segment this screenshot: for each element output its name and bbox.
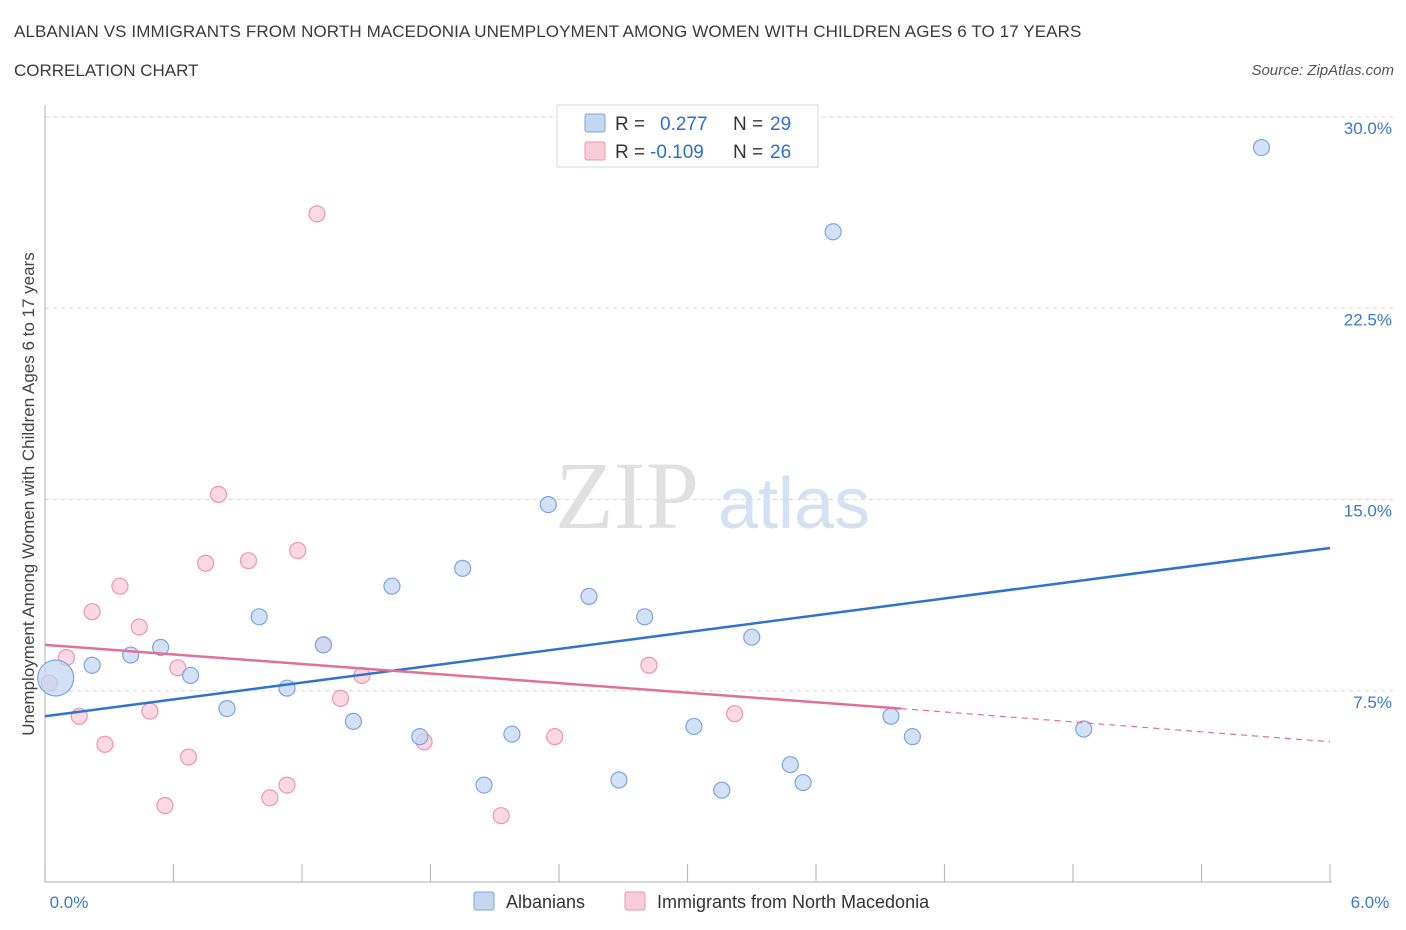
albanians-point [610,771,628,789]
immigrants-point [278,776,296,794]
legend-r-label-2: R = [615,142,645,163]
albanians-point [1252,139,1271,157]
y-tick-labels: 7.5% 15.0% 22.5% 30.0% [1344,119,1392,712]
correlation-legend: R = 0.277 N = 29 R = -0.109 N = 26 [556,104,819,168]
y-tick-label: 7.5% [1353,693,1392,712]
albanians-point [685,717,703,736]
albanians-point [781,756,799,774]
bottom-legend-swatch-albanians [473,891,495,911]
albanians-point [580,587,598,606]
bottom-legend-albanians: Albanians [506,892,585,912]
albanians-point [250,608,268,626]
x-tick-marks [44,864,1331,882]
albanians-point [37,659,75,697]
immigrants-trend-extension [900,708,1331,743]
albanians-point [539,496,557,514]
series-albanians-points [37,139,1271,799]
albanians-point [182,666,200,685]
legend-n-label-2: N = [733,142,763,163]
immigrants-point [239,552,258,570]
grid-lines [45,116,1395,692]
immigrants-point [169,659,187,677]
albanians-point [824,223,842,241]
immigrants-point [209,485,228,503]
immigrants-point [331,689,350,708]
immigrants-point [156,796,174,815]
y-axis-label: Unemployment Among Women with Children A… [19,252,38,736]
bottom-legend-swatch-immigrants [624,891,646,911]
axes [44,105,1332,883]
immigrants-point [546,728,564,746]
watermark-zip: ZIP [555,442,699,549]
legend-r-value-1: 0.277 [660,114,708,135]
immigrants-point [308,205,326,223]
legend-n-value-1: 29 [770,114,791,135]
y-tick-label: 30.0% [1344,119,1392,138]
legend-n-label-1: N = [733,114,763,135]
albanians-point [383,577,401,595]
albanians-point [1075,720,1093,738]
immigrants-point [197,554,215,572]
legend-r-value-2: -0.109 [650,142,704,163]
trend-lines [44,546,1331,743]
immigrants-point [640,656,658,674]
legend-swatch-albanians [584,113,606,133]
albanians-point [903,728,921,746]
x-tick-label-min: 0.0% [50,893,89,912]
albanians-point [475,776,493,794]
albanians-point [454,559,472,577]
immigrants-point [261,789,279,807]
immigrants-point [96,735,114,753]
immigrants-trend-line [44,643,902,710]
y-tick-label: 22.5% [1344,310,1392,329]
albanians-point [314,636,333,654]
chart-title: ALBANIAN VS IMMIGRANTS FROM NORTH MACEDO… [14,22,1082,41]
immigrants-point [141,702,159,720]
y-tick-label: 15.0% [1344,502,1392,521]
immigrants-point [179,748,198,766]
source-label: Source: ZipAtlas.com [1251,62,1394,79]
immigrants-point [130,618,148,636]
albanians-point [344,712,362,730]
legend-swatch-immigrants [584,141,606,161]
watermark-atlas: atlas [718,464,870,544]
albanians-point [122,646,140,664]
albanians-point [743,628,761,646]
chart-subtitle: CORRELATION CHART [14,61,199,80]
albanians-point [713,781,731,799]
albanians-point [411,728,429,746]
legend-r-label-1: R = [615,114,645,135]
albanians-point [152,638,170,657]
albanians-trend-line [44,546,1331,718]
immigrants-point [83,603,101,621]
albanians-point [794,773,812,792]
legend-n-value-2: 26 [770,142,791,163]
immigrants-point [492,807,510,825]
albanians-point [218,699,236,718]
immigrants-point [289,541,307,560]
albanians-point [882,707,900,725]
x-tick-label-max: 6.0% [1351,893,1390,912]
bottom-legend-immigrants: Immigrants from North Macedonia [657,892,930,912]
series-legend: Albanians Immigrants from North Macedoni… [473,891,930,912]
albanians-point [636,608,654,626]
immigrants-point [111,577,129,595]
immigrants-point [726,705,744,723]
albanians-point [503,725,521,743]
albanians-point [83,656,101,674]
watermark: ZIP atlas [555,442,870,549]
